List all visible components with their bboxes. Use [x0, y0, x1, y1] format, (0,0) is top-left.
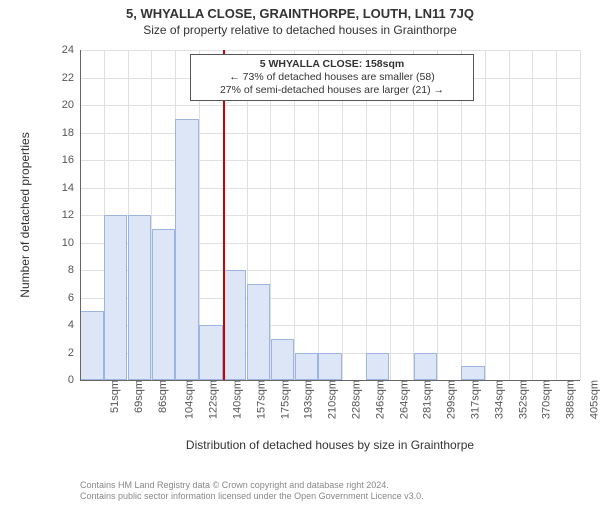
- y-tick-label: 6: [68, 292, 80, 304]
- histogram-bar: [175, 119, 198, 380]
- y-tick-label: 10: [62, 237, 80, 249]
- histogram-bar: [414, 353, 437, 381]
- x-tick-label: 299sqm: [442, 380, 458, 419]
- x-tick-label: 122sqm: [203, 380, 219, 419]
- grid-line-h: [80, 160, 580, 161]
- y-tick-label: 16: [62, 154, 80, 166]
- grid-line-v: [509, 50, 510, 380]
- x-tick-label: 370sqm: [537, 380, 553, 419]
- x-tick-label: 281sqm: [418, 380, 434, 419]
- x-tick-label: 352sqm: [513, 380, 529, 419]
- chart-container: 5, WHYALLA CLOSE, GRAINTHORPE, LOUTH, LN…: [0, 6, 600, 506]
- histogram-bar: [271, 339, 294, 380]
- y-tick-label: 22: [62, 72, 80, 84]
- x-tick-label: 264sqm: [394, 380, 410, 419]
- histogram-bar: [366, 353, 389, 381]
- x-tick-label: 157sqm: [251, 380, 267, 419]
- x-axis-label: Distribution of detached houses by size …: [186, 438, 474, 452]
- x-tick-label: 69sqm: [129, 380, 145, 413]
- annotation-title: 5 WHYALLA CLOSE: 158sqm: [197, 58, 467, 71]
- x-tick-label: 317sqm: [465, 380, 481, 419]
- page-subtitle: Size of property relative to detached ho…: [0, 23, 600, 37]
- histogram-bar: [461, 366, 484, 380]
- x-tick-label: 246sqm: [370, 380, 386, 419]
- x-tick-label: 104sqm: [180, 380, 196, 419]
- y-tick-label: 2: [68, 347, 80, 359]
- x-tick-label: 388sqm: [561, 380, 577, 419]
- y-tick-label: 14: [62, 182, 80, 194]
- grid-line-h: [80, 215, 580, 216]
- annotation-box: 5 WHYALLA CLOSE: 158sqm← 73% of detached…: [190, 54, 474, 101]
- histogram-bar: [80, 311, 103, 380]
- grid-line-v: [532, 50, 533, 380]
- grid-line-h: [80, 50, 580, 51]
- y-tick-label: 24: [62, 44, 80, 56]
- x-tick-label: 405sqm: [584, 380, 600, 419]
- footer-line-1: Contains HM Land Registry data © Crown c…: [80, 480, 424, 491]
- histogram-bar: [152, 229, 175, 380]
- annotation-line: 27% of semi-detached houses are larger (…: [197, 84, 467, 97]
- grid-line-h: [80, 133, 580, 134]
- y-tick-label: 12: [62, 209, 80, 221]
- x-tick-label: 86sqm: [153, 380, 169, 413]
- annotation-line: ← 73% of detached houses are smaller (58…: [197, 71, 467, 84]
- y-tick-label: 8: [68, 264, 80, 276]
- y-axis-line: [80, 50, 81, 380]
- y-tick-label: 0: [68, 374, 80, 386]
- footer-line-2: Contains public sector information licen…: [80, 491, 424, 502]
- x-tick-label: 210sqm: [322, 380, 338, 419]
- y-tick-label: 20: [62, 99, 80, 111]
- histogram-bar: [247, 284, 270, 380]
- x-tick-label: 51sqm: [105, 380, 121, 413]
- x-tick-label: 140sqm: [227, 380, 243, 419]
- x-axis-line: [80, 380, 580, 381]
- footer-note: Contains HM Land Registry data © Crown c…: [80, 480, 424, 502]
- histogram-bar: [318, 353, 341, 381]
- page-title: 5, WHYALLA CLOSE, GRAINTHORPE, LOUTH, LN…: [0, 6, 600, 21]
- histogram-bar: [199, 325, 222, 380]
- y-tick-label: 4: [68, 319, 80, 331]
- histogram-bar: [295, 353, 318, 381]
- grid-line-v: [485, 50, 486, 380]
- histogram-bar: [104, 215, 127, 380]
- x-tick-label: 228sqm: [346, 380, 362, 419]
- plot-area: 02468101214161820222451sqm69sqm86sqm104s…: [80, 50, 580, 380]
- grid-line-h: [80, 188, 580, 189]
- y-tick-label: 18: [62, 127, 80, 139]
- x-tick-label: 193sqm: [299, 380, 315, 419]
- y-axis-label: Number of detached properties: [18, 132, 32, 297]
- x-tick-label: 334sqm: [489, 380, 505, 419]
- grid-line-v: [556, 50, 557, 380]
- histogram-bar: [223, 270, 246, 380]
- x-tick-label: 175sqm: [275, 380, 291, 419]
- histogram-bar: [128, 215, 151, 380]
- grid-line-v: [580, 50, 581, 380]
- grid-line-h: [80, 105, 580, 106]
